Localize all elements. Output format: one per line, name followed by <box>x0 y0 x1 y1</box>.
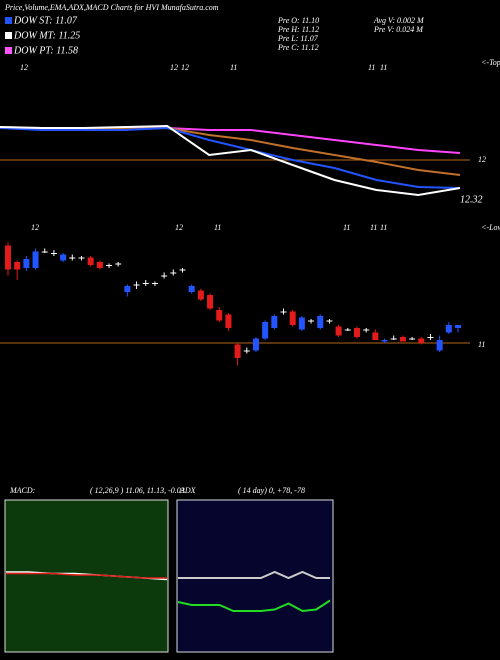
legend-label: DOW PT: 11.58 <box>13 45 78 56</box>
candle-body <box>69 257 76 259</box>
date-label: 11 <box>368 63 375 72</box>
candle-body <box>60 254 67 261</box>
series-line <box>0 126 461 176</box>
candle-body <box>344 329 351 331</box>
date-label: 11 <box>380 223 387 232</box>
tops-label: <-Tops <box>481 58 500 67</box>
date-label: 12 <box>175 223 183 232</box>
candle-body <box>271 316 278 328</box>
candle-body <box>41 251 48 253</box>
candle-body <box>289 311 296 325</box>
date-label: 11 <box>380 63 387 72</box>
legend-swatch <box>5 47 12 54</box>
candle-body <box>151 283 158 284</box>
candle-body <box>308 320 315 322</box>
macd-params: ( 12,26,9 ) 11.06, 11.13, -0.03 <box>90 486 185 495</box>
candle-body <box>317 316 324 328</box>
candle-body <box>381 340 388 342</box>
candle-body <box>363 329 370 331</box>
candle-body <box>216 310 223 321</box>
series-line <box>178 570 330 580</box>
macd-panel <box>4 499 169 653</box>
legend-label: DOW ST: 11.07 <box>13 15 78 26</box>
candle-body <box>262 322 269 339</box>
stat: Pre C: 11.12 <box>277 43 319 52</box>
candle-body <box>142 283 149 284</box>
candle-body <box>280 311 287 313</box>
date-label: 11 <box>370 223 377 232</box>
candle-body <box>23 259 30 268</box>
legend-swatch <box>5 17 12 24</box>
legend-label: DOW MT: 11.25 <box>13 30 80 41</box>
candle-body <box>14 262 21 270</box>
candle-body <box>243 350 250 352</box>
series-line <box>0 126 461 189</box>
candle-body <box>353 328 360 337</box>
date-label: 12 <box>170 63 178 72</box>
y-tick-label: 12 <box>478 155 486 164</box>
series-line <box>6 572 167 579</box>
candle-body <box>115 263 122 265</box>
stat: Pre O: 11.10 <box>277 16 319 25</box>
candle-body <box>170 272 177 274</box>
candle-body <box>445 325 452 333</box>
candle-body <box>197 290 204 300</box>
macd-label: MACD: <box>9 486 36 495</box>
candle-body <box>50 253 57 254</box>
last-price: 12.32 <box>460 194 483 205</box>
series-line <box>0 124 461 197</box>
candle-body <box>133 284 140 286</box>
date-label: 11 <box>230 63 237 72</box>
candle-body <box>234 344 241 358</box>
date-label: 12 <box>20 63 28 72</box>
date-label: 11 <box>214 223 221 232</box>
candle-body <box>298 317 305 330</box>
candle-body <box>161 275 168 277</box>
adx-label: ADX <box>179 486 197 495</box>
candle-body <box>188 286 195 292</box>
candle-body <box>390 338 397 340</box>
stat: Pre V: 0.024 M <box>373 25 424 34</box>
candle-body <box>326 320 333 322</box>
candle-body <box>372 332 379 340</box>
candle-body <box>418 338 425 343</box>
stat: Pre H: 11.12 <box>277 25 319 34</box>
candle-body <box>455 325 461 328</box>
date-label: 12 <box>181 63 189 72</box>
lows-label: <-Lows <box>481 223 500 232</box>
adx-panel <box>176 499 334 653</box>
candle-body <box>409 338 416 340</box>
candle-body <box>32 251 39 268</box>
candle-body <box>252 338 259 351</box>
candle-body <box>179 269 186 271</box>
stat: Pre L: 11.07 <box>277 34 319 43</box>
adx-params: ( 14 day) 0, +78, -78 <box>238 486 305 495</box>
candle-body <box>225 314 232 328</box>
candle-body <box>335 326 342 336</box>
candle-body <box>427 337 434 338</box>
candle-body <box>436 340 443 351</box>
series-line <box>177 599 331 613</box>
candle-body <box>399 337 406 342</box>
candle-body <box>96 262 103 268</box>
candle-body <box>87 257 94 265</box>
date-label: 11 <box>343 223 350 232</box>
date-label: 12 <box>31 223 39 232</box>
candle-body <box>207 295 214 309</box>
series-line <box>0 127 461 154</box>
legend-swatch <box>5 32 12 39</box>
candle-body <box>124 286 131 292</box>
candle-body <box>106 265 113 266</box>
y-tick-label: 11 <box>478 340 485 349</box>
candle-body <box>5 245 11 270</box>
stat: Avg V: 0.002 M <box>373 16 425 25</box>
candle-body <box>78 257 85 259</box>
title: Price,Volume,EMA,ADX,MACD Charts for HVI… <box>4 3 219 12</box>
